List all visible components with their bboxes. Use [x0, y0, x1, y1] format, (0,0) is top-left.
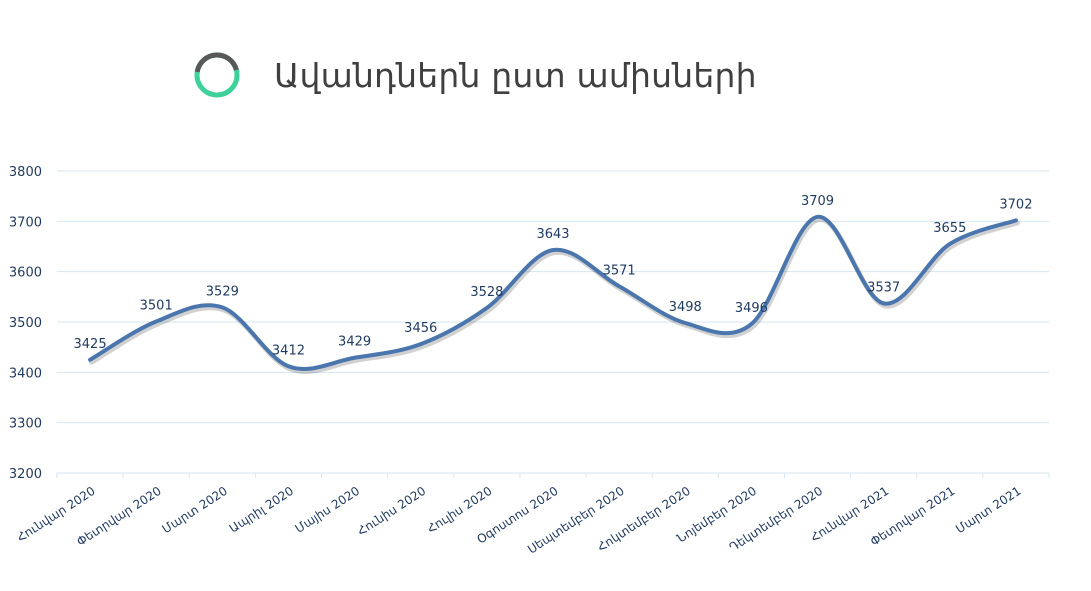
data-point — [948, 242, 952, 246]
data-label: 3501 — [140, 298, 173, 313]
x-tick-label: Մարտ 2021 — [953, 484, 1023, 537]
donut-ring-icon — [194, 52, 240, 98]
data-label: 3709 — [801, 194, 834, 209]
y-tick-label: 3400 — [9, 366, 42, 381]
y-tick-label: 3300 — [9, 417, 42, 432]
data-label: 3412 — [272, 343, 305, 358]
y-tick-label: 3200 — [9, 467, 42, 482]
data-label: 3498 — [669, 300, 702, 315]
data-point — [816, 215, 820, 219]
data-label: 3655 — [933, 221, 966, 236]
data-label: 3643 — [536, 227, 569, 242]
data-point — [220, 305, 224, 309]
data-label: 3496 — [735, 301, 768, 316]
data-point — [88, 358, 92, 362]
data-label: 3537 — [867, 280, 900, 295]
data-point — [882, 301, 886, 305]
chart-title-area: Ավանդներն ըստ ամիսների — [192, 50, 757, 100]
data-point — [749, 322, 753, 326]
data-point — [617, 284, 621, 288]
chart-title: Ավանդներն ըստ ամիսների — [274, 55, 757, 95]
data-label: 3429 — [338, 335, 371, 350]
data-point — [419, 342, 423, 346]
data-point — [485, 306, 489, 310]
data-point — [1014, 218, 1018, 222]
x-tick-label: Մարտ 2020 — [160, 484, 230, 537]
data-label: 3571 — [603, 263, 636, 278]
y-tick-label: 3500 — [9, 316, 42, 331]
x-tick-label: Հունիս 2020 — [355, 484, 429, 539]
y-tick-label: 3600 — [9, 266, 42, 281]
data-point — [286, 364, 290, 368]
x-tick-label: Մայիս 2020 — [293, 484, 363, 536]
data-label: 3528 — [470, 285, 503, 300]
data-point — [353, 356, 357, 360]
data-label: 3425 — [74, 337, 107, 352]
x-tick-label: Ապրիլ 2020 — [227, 484, 296, 536]
data-label: 3456 — [404, 321, 437, 336]
y-tick-label: 3700 — [9, 215, 42, 230]
y-tick-label: 3800 — [9, 165, 42, 180]
data-point — [551, 248, 555, 252]
series-line — [88, 214, 1018, 372]
data-point — [154, 319, 158, 323]
data-point — [683, 321, 687, 325]
data-label: 3702 — [999, 197, 1032, 212]
data-label: 3529 — [206, 284, 239, 299]
